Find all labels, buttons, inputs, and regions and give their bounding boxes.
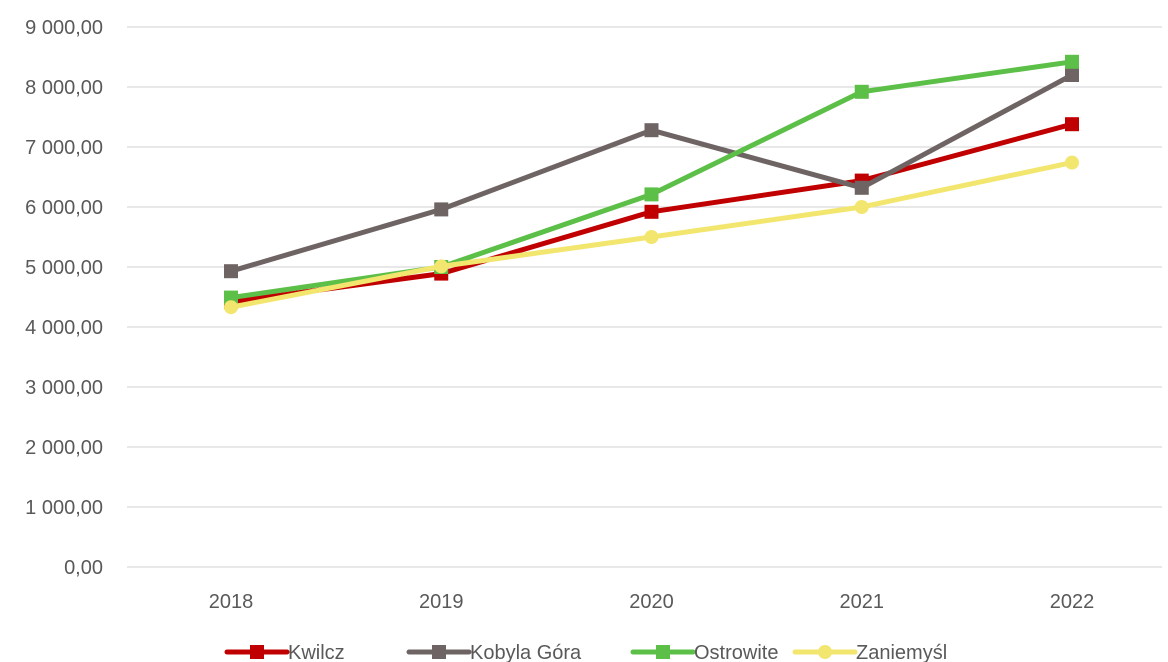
series-kobyla-g-ra — [224, 68, 1079, 279]
y-tick-label: 0,00 — [64, 557, 103, 579]
legend-marker — [818, 645, 832, 659]
data-point — [224, 290, 238, 305]
data-point — [1065, 117, 1079, 132]
legend-marker — [250, 645, 264, 659]
y-tick-label: 6 000,00 — [25, 197, 103, 219]
legend-marker — [656, 645, 670, 659]
legend: Kwilcz Kobyla Góra Ostrowite Zaniemyśl — [224, 642, 947, 662]
data-point — [644, 204, 659, 219]
x-tick-label: 2018 — [209, 591, 254, 613]
data-point — [644, 230, 659, 244]
y-tick-label: 8 000,00 — [25, 77, 103, 99]
legend-marker — [432, 645, 446, 659]
y-tick-label: 3 000,00 — [25, 377, 103, 399]
y-tick-label: 2 000,00 — [25, 437, 103, 459]
y-tick-label: 5 000,00 — [25, 257, 103, 279]
data-point — [644, 123, 659, 138]
grid — [127, 26, 1162, 568]
legend-label: Kwilcz — [288, 642, 345, 662]
x-tick-label: 2020 — [629, 591, 674, 613]
legend-item: Kobyla Góra — [406, 642, 582, 662]
legend-label: Kobyla Góra — [470, 642, 582, 662]
legend-item: Ostrowite — [630, 642, 778, 662]
y-axis-tick-labels: 0,00 1 000,00 2 000,00 3 000,00 4 000,00 5 00… — [25, 17, 103, 579]
data-point — [644, 187, 659, 202]
x-axis-tick-labels: 2018 2019 2020 2021 2022 — [209, 591, 1095, 613]
series-line — [228, 59, 1075, 301]
y-tick-label: 1 000,00 — [25, 497, 103, 519]
data-point — [1065, 54, 1079, 69]
x-tick-label: 2021 — [840, 591, 885, 613]
data-point — [1065, 155, 1079, 170]
data-point — [434, 202, 449, 217]
data-point — [854, 200, 869, 214]
x-tick-label: 2022 — [1050, 591, 1095, 613]
legend-item: Kwilcz — [224, 642, 345, 662]
legend-label: Zaniemyśl — [856, 642, 947, 662]
x-tick-label: 2019 — [419, 591, 464, 613]
series-zaniemy-l — [224, 155, 1079, 315]
legend-item: Zaniemyśl — [792, 642, 947, 662]
data-point — [224, 300, 238, 315]
data-point — [434, 259, 449, 274]
y-tick-label: 7 000,00 — [25, 137, 103, 159]
data-point — [224, 264, 238, 279]
y-tick-label: 4 000,00 — [25, 317, 103, 339]
data-point — [854, 84, 869, 99]
series-lines — [224, 54, 1079, 315]
legend-label: Ostrowite — [694, 642, 778, 662]
y-tick-label: 9 000,00 — [25, 17, 103, 39]
data-point — [854, 180, 869, 195]
data-point — [1065, 68, 1079, 82]
